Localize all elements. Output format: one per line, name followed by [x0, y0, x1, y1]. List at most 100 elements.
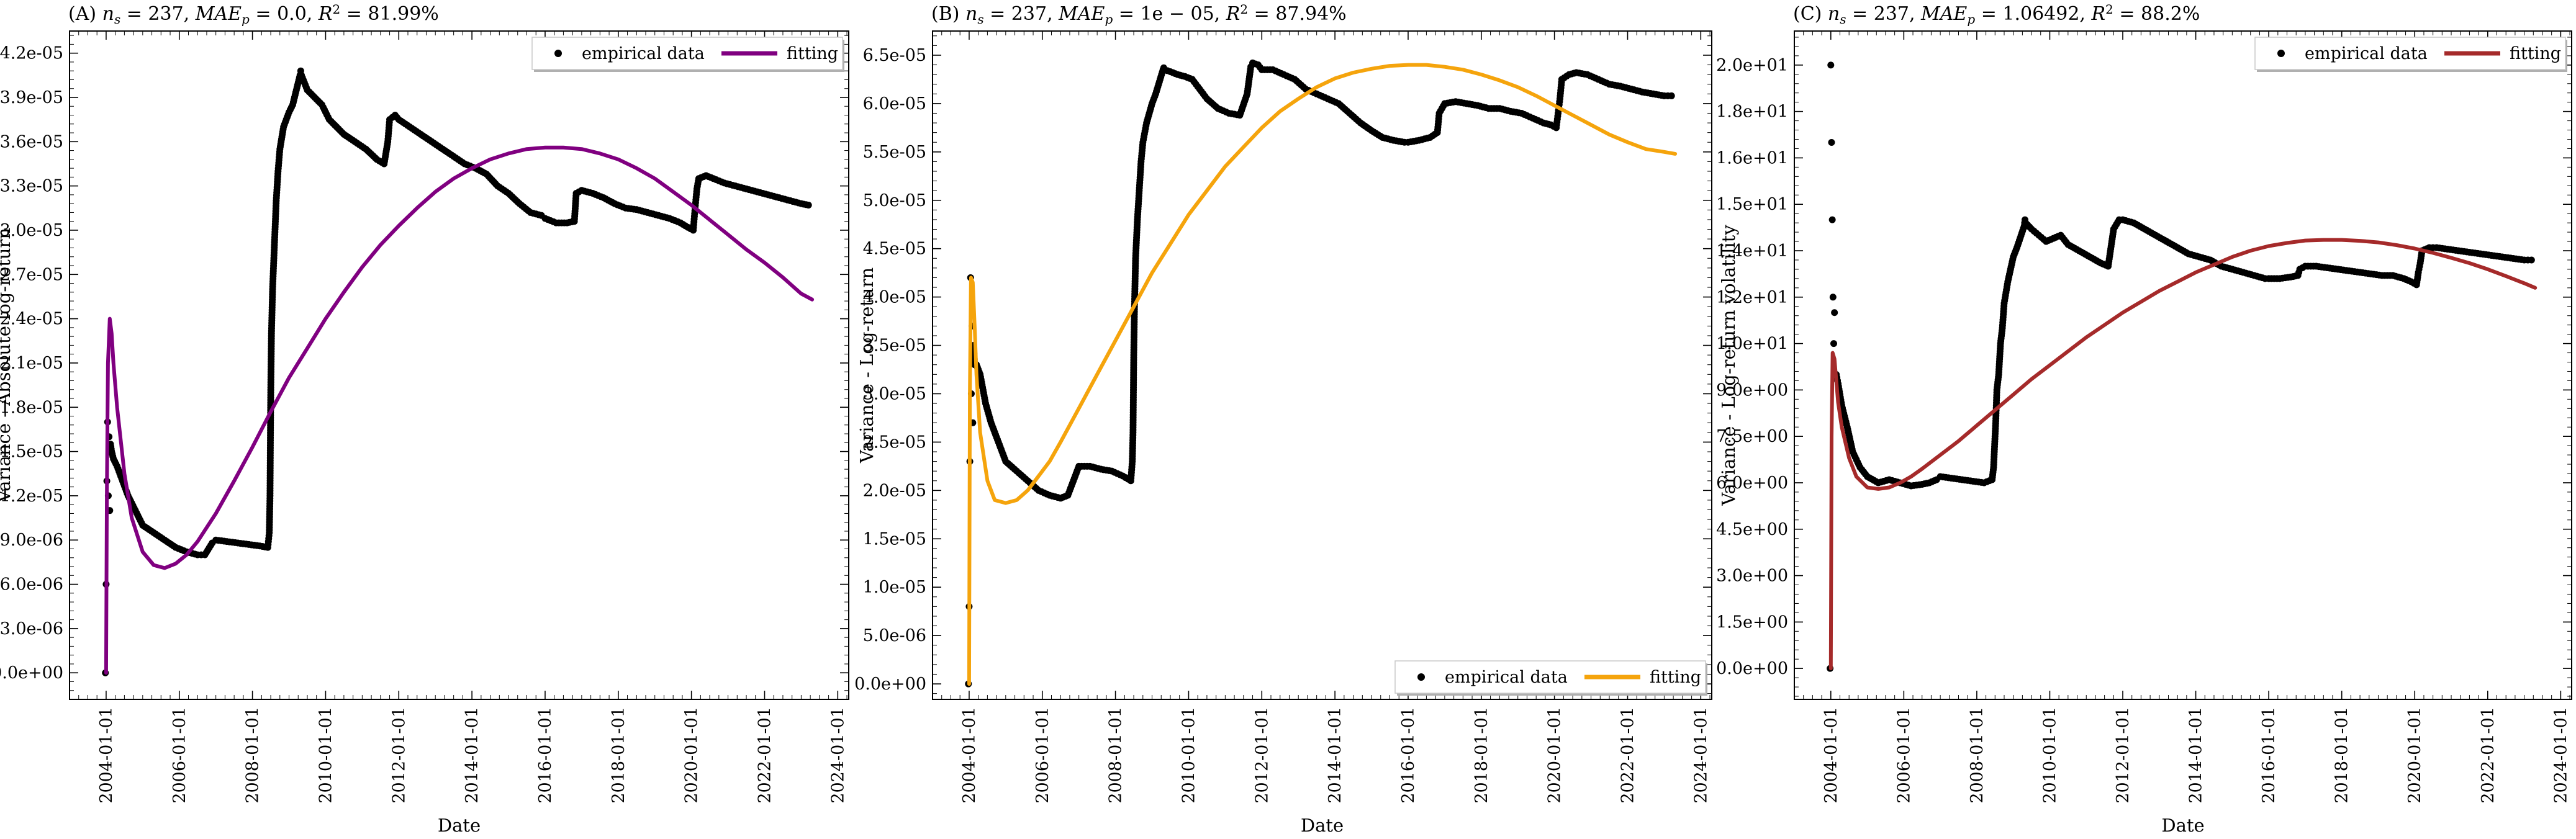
- x-axis-label: Date: [1301, 815, 1344, 836]
- panel-c: (C) ns = 237, MAEp = 1.06492, R2 = 88.2%…: [1716, 2, 2572, 836]
- y-tick-label: 1.2e+01: [1716, 288, 1788, 307]
- fitting-curve: [967, 63, 1678, 686]
- y-tick-label: 5.5e-05: [863, 143, 926, 162]
- y-axis-label: Variance - Absolute log-return: [0, 228, 14, 503]
- chart-title: (A) ns = 237, MAEp = 0.0, R2 = 81.99%: [68, 2, 439, 27]
- y-tick-label: 6.0e+00: [1716, 473, 1788, 493]
- x-tick-label: 2024-01-01: [2551, 707, 2570, 804]
- y-tick-label: 1.6e+01: [1716, 148, 1788, 168]
- panel-a: (A) ns = 237, MAEp = 0.0, R2 = 81.99% 0.0…: [0, 2, 849, 836]
- legend-label-empirical: empirical data: [2305, 44, 2428, 63]
- x-tick-label: 2014-01-01: [2187, 707, 2206, 804]
- empirical-point: [1829, 294, 1837, 301]
- y-tick-label: 9.0e+00: [1716, 380, 1788, 400]
- plot-frame: [1794, 30, 2572, 700]
- fitting-curve: [1828, 238, 2538, 671]
- x-tick-label: 2006-01-01: [170, 707, 189, 804]
- y-tick-label: 4.2e-05: [0, 44, 63, 63]
- y-tick-label: 3.9e-05: [0, 88, 63, 107]
- x-tick-label: 2008-01-01: [1106, 707, 1126, 804]
- chart-title: (B) ns = 237, MAEp = 1e − 05, R2 = 87.94…: [931, 2, 1347, 27]
- legend: empirical data fitting: [1394, 660, 1707, 696]
- y-tick-label: 3.6e-05: [0, 132, 63, 151]
- x-tick-label: 2024-01-01: [1691, 707, 1711, 804]
- legend-label-fitting: fitting: [787, 44, 838, 63]
- empirical-point: [1827, 61, 1835, 69]
- y-tick-label: 2.4e-05: [0, 310, 63, 329]
- y-tick-label: 3.3e-05: [0, 177, 63, 196]
- y-tick-label: 1.8e+01: [1716, 102, 1788, 122]
- y-tick-label: 3.0e-06: [0, 619, 63, 639]
- x-tick-label: 2008-01-01: [1968, 707, 1987, 804]
- y-tick-label: 4.0e-05: [863, 288, 926, 307]
- x-tick-label: 2012-01-01: [2113, 707, 2133, 804]
- x-tick-label: 2022-01-01: [1618, 707, 1637, 804]
- legend-label-empirical: empirical data: [582, 44, 705, 63]
- y-tick-label: 2.0e-05: [863, 481, 926, 500]
- y-tick-label: 6.0e-05: [863, 94, 926, 114]
- legend-box: [1394, 660, 1706, 694]
- y-tick-label: 4.5e-05: [863, 240, 926, 259]
- y-tick-label: 5.0e-06: [863, 626, 926, 645]
- chart-title: (C) ns = 237, MAEp = 1.06492, R2 = 88.2%: [1793, 2, 2200, 27]
- y-tick-label: 1.2e-05: [0, 487, 63, 506]
- x-tick-label: 2018-01-01: [2333, 707, 2352, 804]
- legend: empirical data fitting: [2254, 37, 2567, 72]
- y-tick-label: 6.0e-06: [0, 575, 63, 594]
- y-tick-label: 3.0e-05: [863, 384, 926, 403]
- y-tick-label: 5.0e-05: [863, 191, 926, 210]
- plot-frame: [69, 30, 849, 700]
- x-tick-label: 2016-01-01: [536, 707, 555, 804]
- y-tick-label: 1.5e+00: [1716, 612, 1788, 632]
- y-tick-label: 1.5e-05: [0, 442, 63, 462]
- x-tick-label: 2010-01-01: [2040, 707, 2059, 804]
- y-tick-label: 6.5e-05: [863, 46, 926, 65]
- y-tick-label: 4.5e+00: [1716, 520, 1788, 539]
- x-tick-label: 2024-01-01: [828, 707, 847, 804]
- x-axis-label: Date: [438, 815, 481, 836]
- y-tick-label: 7.5e+00: [1716, 427, 1788, 446]
- empirical-point: [1668, 92, 1675, 99]
- y-tick-label: 3.0e-05: [0, 221, 63, 240]
- empirical-point: [2528, 256, 2535, 264]
- panel-b: (B) ns = 237, MAEp = 1e − 05, R2 = 87.94…: [854, 2, 1712, 836]
- x-tick-label: 2018-01-01: [1472, 707, 1491, 804]
- x-axis-label: Date: [2161, 815, 2204, 836]
- plot-area: [965, 59, 1678, 688]
- legend-label-empirical: empirical data: [1445, 668, 1568, 687]
- x-tick-label: 2010-01-01: [316, 707, 335, 804]
- x-tick-label: 2010-01-01: [1179, 707, 1198, 804]
- y-tick-label: 0.0e+00: [1716, 659, 1788, 678]
- x-tick-label: 2020-01-01: [682, 707, 702, 804]
- y-tick-label: 1.4e+01: [1716, 241, 1788, 261]
- empirical-point: [1830, 340, 1837, 348]
- x-tick-label: 2008-01-01: [243, 707, 263, 804]
- empirical-point: [1828, 139, 1835, 146]
- empirical-point: [1831, 309, 1838, 316]
- y-tick-label: 2.1e-05: [0, 354, 63, 373]
- legend-box: [2254, 37, 2566, 70]
- y-tick-label: 0.0e+00: [854, 675, 926, 694]
- y-tick-label: 1.0e-05: [863, 578, 926, 597]
- x-tick-label: 2022-01-01: [755, 707, 774, 804]
- legend-label-fitting: fitting: [1650, 668, 1701, 687]
- x-tick-label: 2004-01-01: [1822, 707, 1841, 804]
- y-tick-label: 2.5e-05: [863, 433, 926, 452]
- y-tick-label: 2.0e+01: [1716, 56, 1788, 75]
- y-axis-label: Variance - Log-return volatility: [1718, 225, 1739, 506]
- x-tick-label: 2022-01-01: [2479, 707, 2498, 804]
- x-tick-label: 2004-01-01: [97, 707, 116, 804]
- x-tick-label: 2016-01-01: [2259, 707, 2279, 804]
- x-tick-label: 2016-01-01: [1399, 707, 1418, 804]
- empirical-point: [805, 202, 812, 209]
- y-tick-label: 2.7e-05: [0, 265, 63, 284]
- x-tick-label: 2018-01-01: [609, 707, 628, 804]
- legend-marker-empirical: [2277, 50, 2285, 57]
- plot-area: [102, 67, 815, 676]
- legend-marker-empirical: [1417, 673, 1425, 681]
- y-tick-label: 3.5e-05: [863, 336, 926, 356]
- plot-area: [1827, 61, 2538, 672]
- legend-marker-empirical: [554, 50, 562, 57]
- legend: empirical data fitting: [531, 37, 844, 72]
